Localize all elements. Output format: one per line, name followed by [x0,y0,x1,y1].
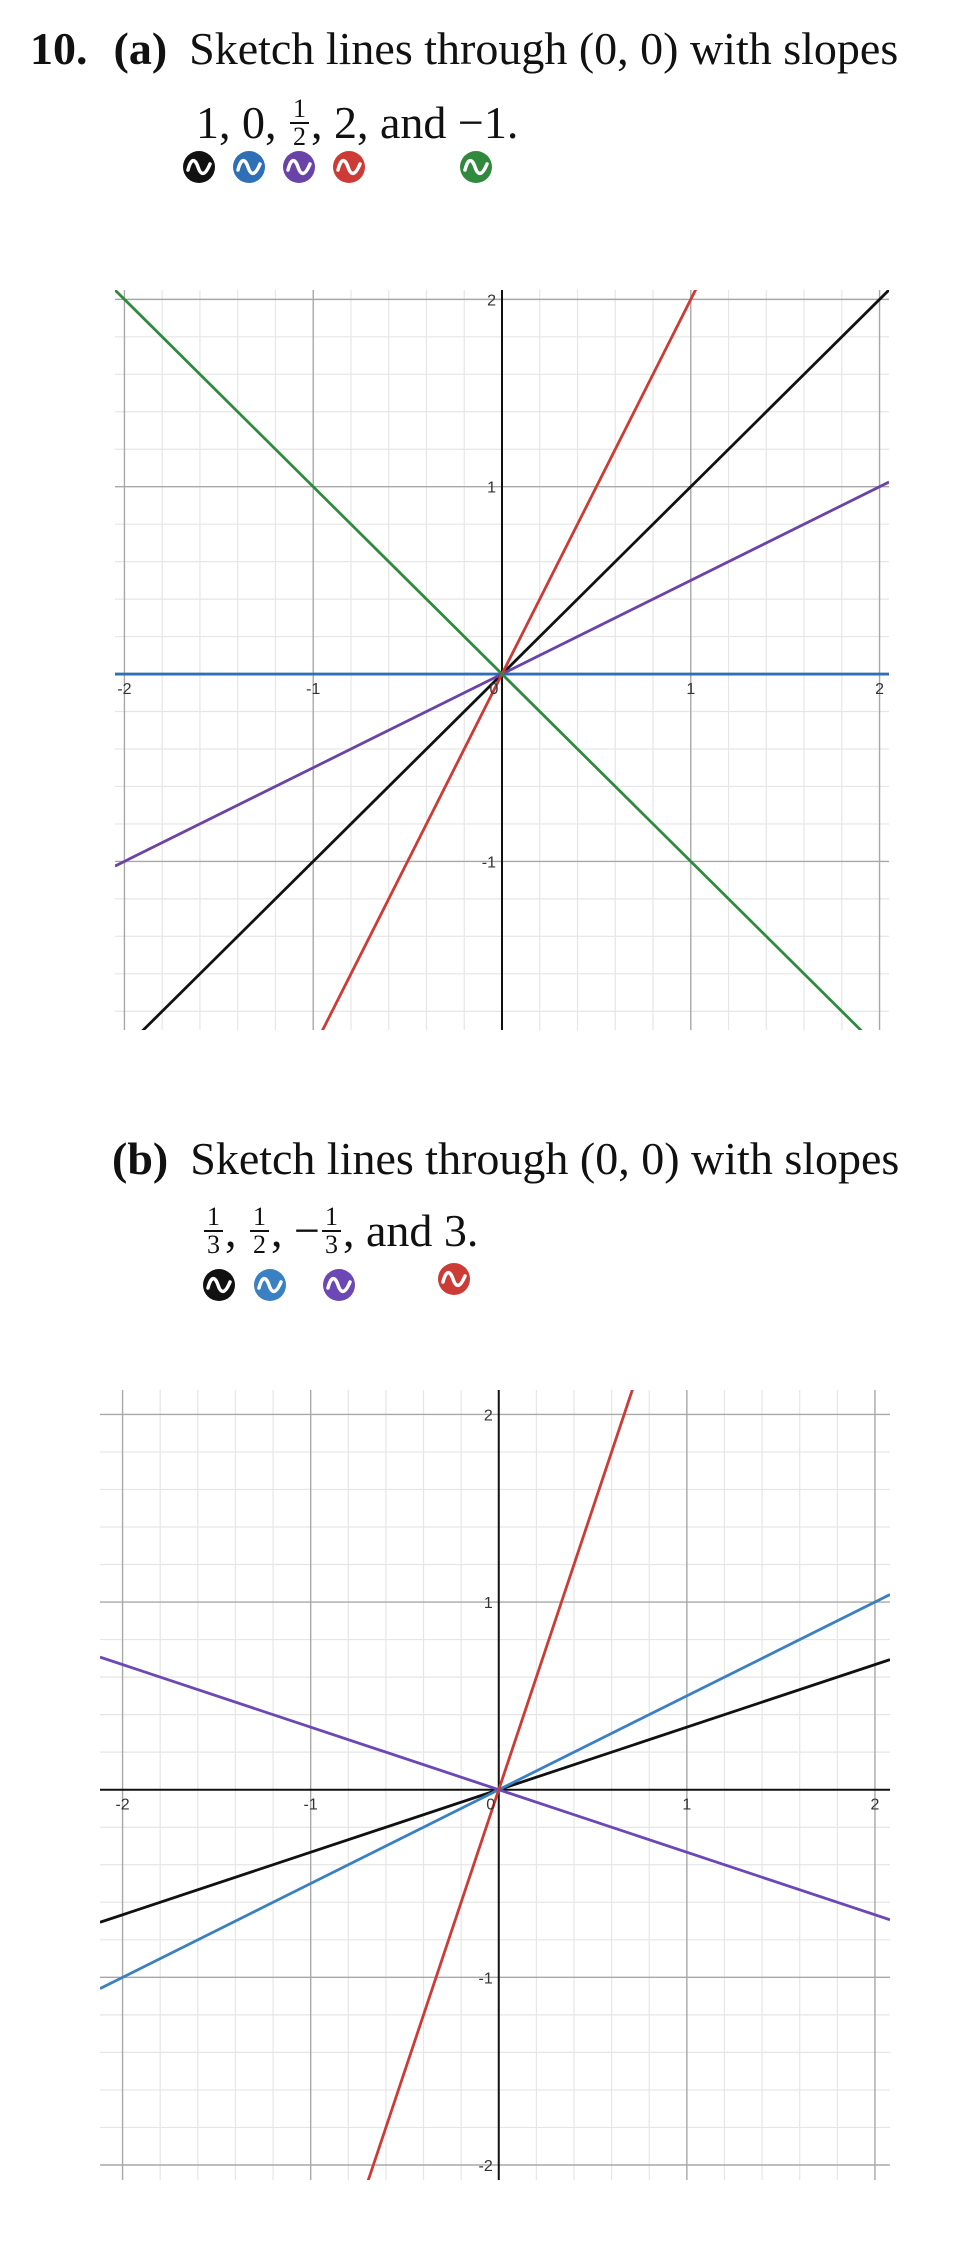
series-line [366,1390,634,2180]
series-lines [100,1390,890,2180]
wave-black-icon[interactable] [182,150,216,184]
fraction-numerator: 1 [290,96,309,125]
fraction-denominator: 3 [324,1230,338,1260]
slopes-text: , − [271,1205,320,1256]
y-tick-label: 1 [484,1595,493,1612]
slopes-text: , 2, and −1. [311,97,519,148]
series-line [100,1593,890,1990]
x-tick-label: 0 [486,1797,495,1814]
graph-a: -2 -1 0 1 2 -1 1 2 [115,290,889,1030]
minor-gridlines [100,1390,890,2180]
wave-blue-icon[interactable] [253,1268,287,1302]
slopes-text: 1, 0, [196,97,288,148]
slopes-text: , [225,1205,248,1256]
series-line [100,1655,890,1922]
fraction-denominator: 3 [207,1230,220,1260]
y-tick-label: -1 [482,854,496,871]
series-lines [115,290,889,1030]
fraction-numerator: 1 [204,1204,223,1233]
x-tick-label: -1 [304,1797,318,1814]
part-b-label: (b) [112,1133,169,1184]
part-b-heading: (b) Sketch lines through (0, 0) with slop… [112,1128,899,1190]
x-tick-label: 1 [682,1797,691,1814]
y-tick-label: 2 [484,1407,493,1424]
x-tick-label: -2 [115,1797,129,1814]
part-a-label: (a) [113,23,168,74]
problem-number: 10. [30,23,88,74]
fraction-denominator: 2 [253,1230,266,1260]
wave-purple-icon[interactable] [282,150,316,184]
x-tick-label: 0 [490,681,499,698]
part-a-text: Sketch lines through (0, 0) with slopes [189,23,899,74]
wave-red-icon[interactable] [332,150,366,184]
tick-labels: -2 -1 0 1 2 -1 1 2 [117,292,884,871]
x-tick-label: 2 [870,1797,879,1814]
y-tick-label: -2 [479,2158,493,2175]
wave-green-icon[interactable] [459,150,493,184]
major-gridlines [100,1390,890,2180]
wave-red-icon[interactable] [437,1262,471,1296]
wave-blue-icon[interactable] [232,150,266,184]
x-tick-label: -2 [117,681,131,698]
tick-labels: -2 -1 0 1 2 -2 -1 1 2 [115,1407,879,2175]
y-tick-label: 2 [487,292,496,309]
fraction-numerator: 1 [321,1204,341,1233]
fraction-numerator: 1 [250,1204,269,1233]
part-b-text: Sketch lines through (0, 0) with slopes [190,1133,900,1184]
x-tick-label: 1 [686,681,695,698]
x-tick-label: -1 [306,681,320,698]
fraction-denominator: 2 [293,122,306,152]
graph-b: -2 -1 0 1 2 -2 -1 1 2 [100,1390,890,2180]
problem-heading: 10. (a) Sketch lines through (0, 0) with s… [30,18,898,80]
wave-black-icon[interactable] [202,1268,236,1302]
slopes-text: , and 3. [342,1205,479,1256]
x-tick-label: 2 [875,681,884,698]
y-tick-label: -1 [479,1970,493,1987]
y-tick-label: 1 [487,480,496,497]
series-line [115,290,863,1030]
wave-purple-icon[interactable] [322,1268,356,1302]
